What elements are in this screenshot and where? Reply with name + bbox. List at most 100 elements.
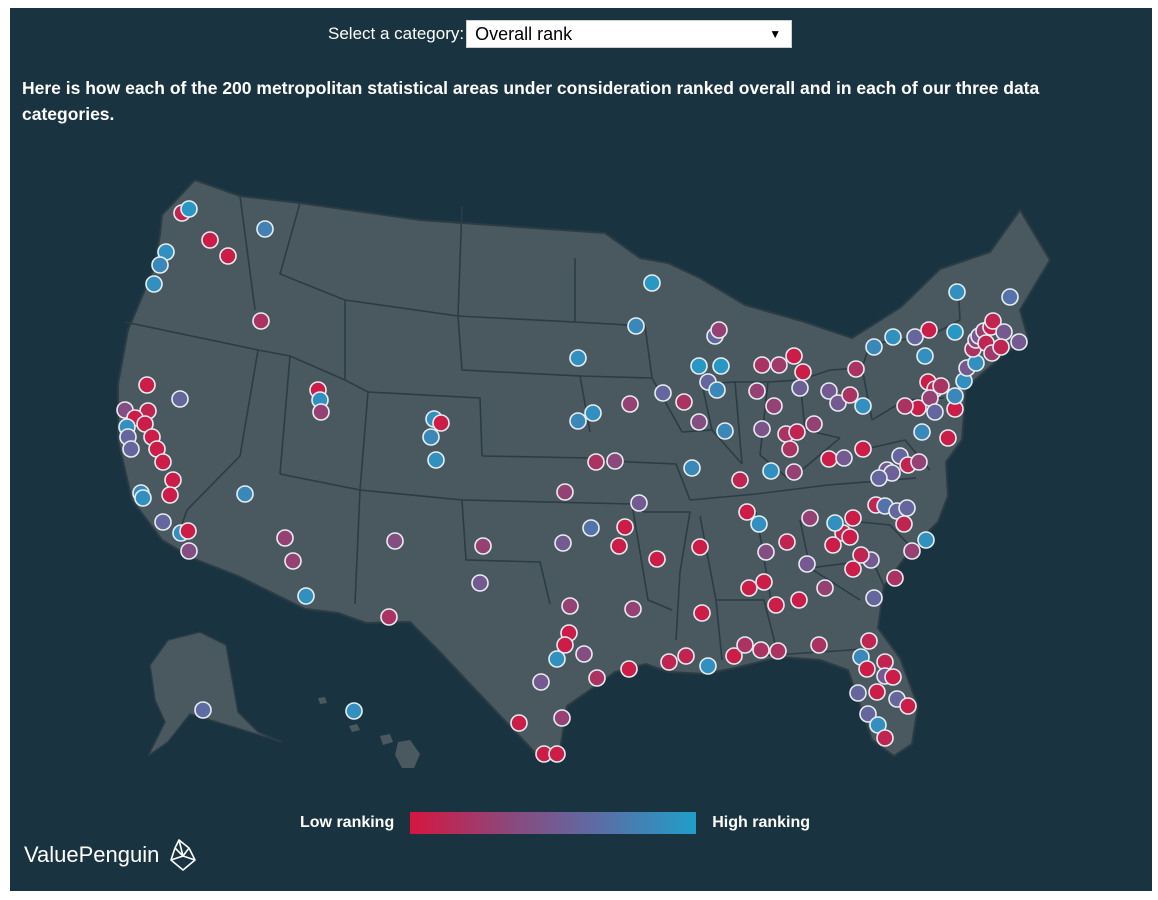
metro-marker[interactable] [569,349,587,367]
metro-marker[interactable] [849,684,867,702]
metro-marker[interactable] [738,503,756,521]
metro-marker[interactable] [654,384,672,402]
metro-marker[interactable] [643,274,661,292]
metro-marker[interactable] [859,705,877,723]
metro-marker[interactable] [561,597,579,615]
metro-marker[interactable] [312,403,330,421]
metro-marker[interactable] [675,393,693,411]
metro-marker[interactable] [785,347,803,365]
metro-marker[interactable] [895,515,913,533]
metro-marker[interactable] [201,231,219,249]
metro-marker[interactable] [748,382,766,400]
metro-marker[interactable] [847,360,865,378]
metro-marker[interactable] [884,328,902,346]
metro-marker[interactable] [860,632,878,650]
metro-marker[interactable] [757,543,775,561]
metro-marker[interactable] [610,537,628,555]
metro-marker[interactable] [946,323,964,341]
metro-marker[interactable] [556,636,574,654]
metro-marker[interactable] [616,518,634,536]
metro-marker[interactable] [844,509,862,527]
metro-marker[interactable] [820,450,838,468]
metro-marker[interactable] [154,513,172,531]
metro-marker[interactable] [345,702,363,720]
metro-marker[interactable] [532,673,550,691]
metro-marker[interactable] [179,522,197,540]
metro-marker[interactable] [432,414,450,432]
metro-marker[interactable] [791,379,809,397]
metro-marker[interactable] [219,247,237,265]
metro-marker[interactable] [380,608,398,626]
metro-marker[interactable] [180,542,198,560]
metro-marker[interactable] [762,462,780,480]
metro-marker[interactable] [690,357,708,375]
metro-marker[interactable] [660,653,678,671]
metro-marker[interactable] [624,600,642,618]
metro-marker[interactable] [725,647,743,665]
metro-marker[interactable] [710,321,728,339]
metro-marker[interactable] [898,499,916,517]
metro-marker[interactable] [835,449,853,467]
metro-marker[interactable] [785,463,803,481]
metro-marker[interactable] [474,537,492,555]
metro-marker[interactable] [769,642,787,660]
metro-marker[interactable] [606,452,624,470]
metro-marker[interactable] [587,453,605,471]
metro-marker[interactable] [553,709,571,727]
metro-marker[interactable] [886,569,904,587]
metro-marker[interactable] [427,451,445,469]
metro-marker[interactable] [582,519,600,537]
metro-marker[interactable] [180,200,198,218]
metro-marker[interactable] [755,573,773,591]
metro-marker[interactable] [995,323,1013,341]
metro-marker[interactable] [816,579,834,597]
metro-marker[interactable] [858,660,876,678]
metro-marker[interactable] [683,459,701,477]
metro-marker[interactable] [906,328,924,346]
metro-marker[interactable] [805,415,823,433]
metro-marker[interactable] [620,660,638,678]
metro-marker[interactable] [422,428,440,446]
metro-marker[interactable] [820,382,838,400]
metro-marker[interactable] [767,596,785,614]
metro-marker[interactable] [716,422,734,440]
metro-marker[interactable] [778,533,796,551]
metro-marker[interactable] [691,538,709,556]
metro-marker[interactable] [992,338,1010,356]
metro-marker[interactable] [151,256,169,274]
metro-marker[interactable] [693,604,711,622]
metro-marker[interactable] [946,387,964,405]
metro-marker[interactable] [852,546,870,564]
metro-marker[interactable] [740,579,758,597]
metro-marker[interactable] [554,534,572,552]
metro-marker[interactable] [926,403,944,421]
metro-marker[interactable] [297,587,315,605]
metro-marker[interactable] [910,453,928,471]
metro-marker[interactable] [236,485,254,503]
metro-marker[interactable] [569,412,587,430]
metro-marker[interactable] [154,453,172,471]
metro-marker[interactable] [750,515,768,533]
metro-marker[interactable] [621,395,639,413]
metro-marker[interactable] [677,647,695,665]
metro-marker[interactable] [798,555,816,573]
metro-marker[interactable] [903,542,921,560]
metro-marker[interactable] [471,574,489,592]
metro-marker[interactable] [899,697,917,715]
metro-marker[interactable] [920,321,938,339]
metro-marker[interactable] [939,429,957,447]
metro-marker[interactable] [588,669,606,687]
metro-marker[interactable] [627,317,645,335]
metro-marker[interactable] [884,668,902,686]
metro-marker[interactable] [276,529,294,547]
metro-marker[interactable] [194,701,212,719]
metro-marker[interactable] [575,645,593,663]
metro-marker[interactable] [810,636,828,654]
metro-marker[interactable] [753,420,771,438]
metro-marker[interactable] [712,357,730,375]
metro-marker[interactable] [865,589,883,607]
metro-marker[interactable] [256,220,274,238]
metro-marker[interactable] [648,550,666,568]
metro-marker[interactable] [870,469,888,487]
metro-marker[interactable] [731,471,749,489]
